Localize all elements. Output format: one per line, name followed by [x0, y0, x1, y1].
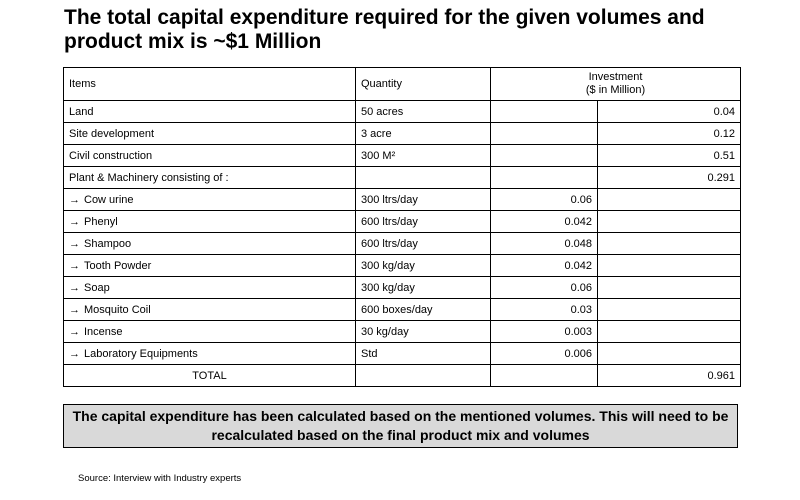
header-investment-label: Investment	[588, 71, 643, 83]
item-label: Mosquito Coil	[84, 303, 151, 316]
investment-cell	[596, 342, 742, 365]
arrow-right-icon: →	[69, 237, 80, 250]
item-cell: → Tooth Powder	[63, 254, 356, 277]
item-label: Phenyl	[84, 215, 118, 228]
sub-investment-cell	[490, 122, 598, 145]
quantity-cell: 30 kg/day	[355, 320, 491, 343]
arrow-right-icon: →	[69, 347, 80, 360]
investment-cell	[596, 254, 742, 277]
arrow-right-icon: →	[69, 281, 80, 294]
quantity-cell: 3 acre	[355, 122, 491, 145]
investment-cell	[596, 210, 742, 233]
item-cell: → Mosquito Coil	[63, 298, 356, 321]
quantity-cell: 600 boxes/day	[355, 298, 491, 321]
table-row: → Tooth Powder 300 kg/day 0.042	[63, 254, 742, 277]
total-value: 0.961	[596, 364, 742, 387]
page-title: The total capital expenditure required f…	[64, 6, 705, 53]
quantity-cell: 50 acres	[355, 100, 491, 123]
sub-investment-cell: 0.06	[490, 188, 598, 211]
sub-investment-cell	[490, 144, 598, 167]
table-row: → Shampoo 600 ltrs/day 0.048	[63, 232, 742, 255]
total-quantity-cell	[355, 364, 491, 387]
investment-cell: 0.04	[596, 100, 742, 123]
table-row: → Laboratory Equipments Std 0.006	[63, 342, 742, 365]
total-label: TOTAL	[63, 364, 356, 387]
item-label: Incense	[84, 325, 123, 338]
item-label: Civil construction	[69, 149, 153, 162]
item-cell: Civil construction	[63, 144, 356, 167]
table-header-row: Items Quantity Investment ($ in Million)	[63, 67, 742, 101]
table-row: → Mosquito Coil 600 boxes/day 0.03	[63, 298, 742, 321]
source-note: Source: Interview with Industry experts	[78, 473, 242, 484]
arrow-right-icon: →	[69, 303, 80, 316]
capex-table: Items Quantity Investment ($ in Million)…	[63, 67, 742, 387]
investment-cell: 0.291	[596, 166, 742, 189]
total-row: TOTAL 0.961	[63, 364, 742, 387]
table-row: → Soap 300 kg/day 0.06	[63, 276, 742, 299]
capex-table-body: Items Quantity Investment ($ in Million)…	[63, 67, 742, 387]
sub-investment-cell	[490, 100, 598, 123]
item-cell: Plant & Machinery consisting of :	[63, 166, 356, 189]
quantity-cell: 600 ltrs/day	[355, 210, 491, 233]
item-label: Site development	[69, 127, 154, 140]
item-label: Tooth Powder	[84, 259, 152, 272]
item-label: Soap	[84, 281, 110, 294]
quantity-cell: 300 ltrs/day	[355, 188, 491, 211]
quantity-cell: Std	[355, 342, 491, 365]
sub-investment-cell: 0.048	[490, 232, 598, 255]
table-row: Plant & Machinery consisting of : 0.291	[63, 166, 742, 189]
quantity-cell: 300 kg/day	[355, 254, 491, 277]
item-label: Land	[69, 105, 94, 118]
item-cell: → Phenyl	[63, 210, 356, 233]
sub-investment-cell: 0.042	[490, 254, 598, 277]
sub-investment-cell: 0.06	[490, 276, 598, 299]
investment-cell	[596, 188, 742, 211]
table-row: → Phenyl 600 ltrs/day 0.042	[63, 210, 742, 233]
item-cell: → Soap	[63, 276, 356, 299]
investment-cell	[596, 320, 742, 343]
arrow-right-icon: →	[69, 325, 80, 338]
arrow-right-icon: →	[69, 259, 80, 272]
investment-cell	[596, 276, 742, 299]
header-investment-unit: ($ in Million)	[585, 84, 646, 96]
sub-investment-cell: 0.03	[490, 298, 598, 321]
table-row: Civil construction 300 M² 0.51	[63, 144, 742, 167]
table-row: Land 50 acres 0.04	[63, 100, 742, 123]
table-row: → Cow urine 300 ltrs/day 0.06	[63, 188, 742, 211]
quantity-cell: 300 M²	[355, 144, 491, 167]
investment-cell	[596, 298, 742, 321]
quantity-cell: 300 kg/day	[355, 276, 491, 299]
table-row: → Incense 30 kg/day 0.003	[63, 320, 742, 343]
arrow-right-icon: →	[69, 193, 80, 206]
item-cell: Site development	[63, 122, 356, 145]
arrow-right-icon: →	[69, 215, 80, 228]
header-quantity: Quantity	[355, 67, 491, 101]
quantity-cell	[355, 166, 491, 189]
sub-investment-cell	[490, 166, 598, 189]
sub-investment-cell: 0.042	[490, 210, 598, 233]
item-label: Shampoo	[84, 237, 132, 250]
table-row: Site development 3 acre 0.12	[63, 122, 742, 145]
item-cell: → Incense	[63, 320, 356, 343]
item-cell: → Laboratory Equipments	[63, 342, 356, 365]
header-investment: Investment ($ in Million)	[489, 67, 742, 101]
item-cell: Land	[63, 100, 356, 123]
item-cell: → Shampoo	[63, 232, 356, 255]
note-text: The capital expenditure has been calcula…	[72, 408, 729, 443]
sub-investment-cell: 0.003	[490, 320, 598, 343]
item-label: Plant & Machinery consisting of :	[69, 171, 229, 184]
header-items: Items	[63, 67, 356, 101]
item-label: Laboratory Equipments	[84, 347, 198, 360]
item-label: Cow urine	[84, 193, 134, 206]
quantity-cell: 600 ltrs/day	[355, 232, 491, 255]
total-sub-cell	[490, 364, 598, 387]
sub-investment-cell: 0.006	[490, 342, 598, 365]
investment-cell: 0.12	[596, 122, 742, 145]
investment-cell: 0.51	[596, 144, 742, 167]
note-box: The capital expenditure has been calcula…	[63, 404, 738, 448]
investment-cell	[596, 232, 742, 255]
item-cell: → Cow urine	[63, 188, 356, 211]
